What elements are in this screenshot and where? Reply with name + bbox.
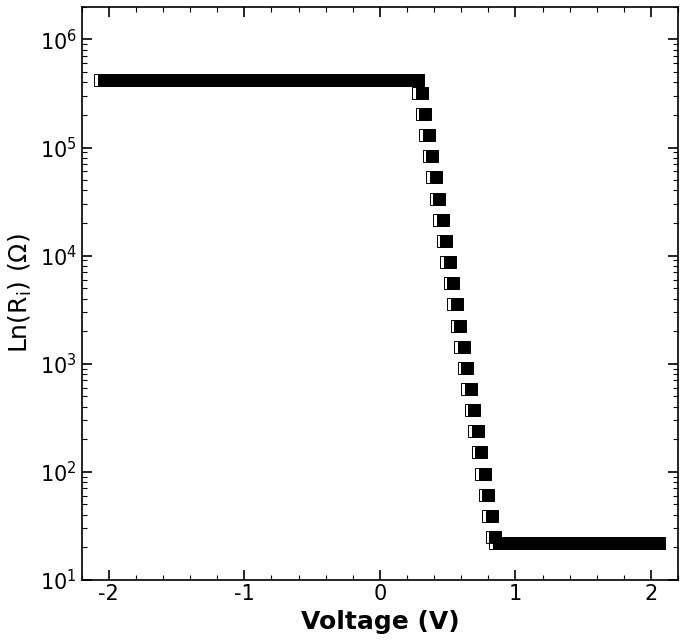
Y-axis label: $\mathrm{Ln(R_i)}$ $(\Omega)$: $\mathrm{Ln(R_i)}$ $(\Omega)$: [7, 233, 34, 353]
X-axis label: Voltage (V): Voltage (V): [301, 610, 459, 634]
